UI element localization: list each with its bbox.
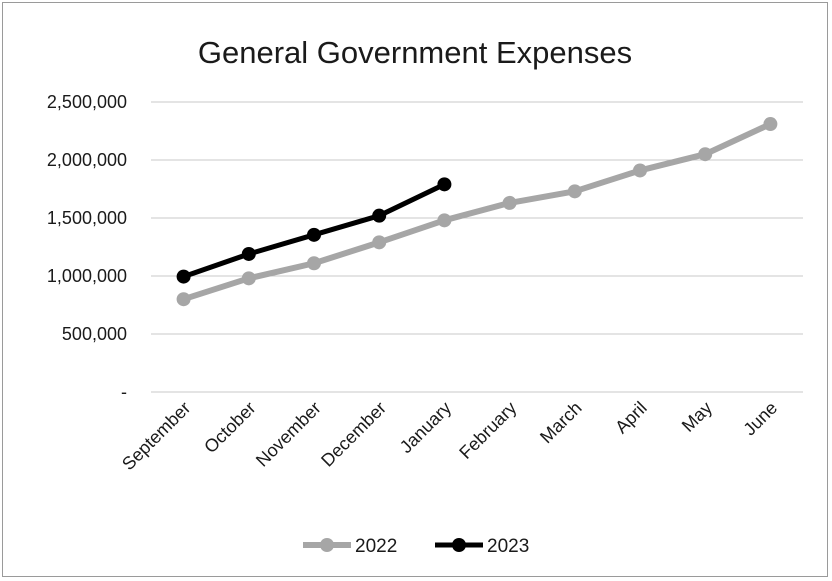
y-tick-label: -	[121, 382, 127, 402]
legend-swatch-marker	[320, 538, 334, 552]
x-tick-label: June	[739, 398, 781, 440]
y-tick-label: 2,500,000	[47, 92, 127, 112]
x-tick-label: April	[611, 398, 651, 438]
data-point	[633, 163, 647, 178]
data-point	[307, 227, 321, 242]
data-point	[763, 117, 778, 132]
x-tick-label: October	[200, 398, 259, 457]
series-lines	[176, 117, 778, 307]
x-tick-label: January	[396, 398, 455, 457]
x-tick-label: November	[252, 398, 325, 471]
legend-item: 2022	[303, 536, 397, 557]
y-tick-label: 2,000,000	[47, 150, 127, 170]
y-tick-label: 500,000	[62, 324, 127, 344]
data-point	[502, 195, 517, 210]
legend: 2022 2023	[303, 536, 529, 557]
data-point	[372, 208, 387, 223]
data-point	[698, 147, 713, 162]
data-point	[241, 246, 256, 261]
legend-label: 2022	[355, 536, 397, 557]
legend-item: 2023	[435, 536, 529, 557]
y-axis-tick-labels: - 500,000 1,000,000 1,500,000 2,000,000 2,500…	[47, 92, 127, 402]
data-point	[372, 235, 387, 250]
data-point	[176, 269, 191, 284]
x-tick-label: February	[455, 398, 520, 463]
chart-title: General Government Expenses	[198, 35, 632, 70]
series-2022	[176, 117, 778, 307]
y-tick-label: 1,000,000	[47, 266, 127, 286]
series-line	[180, 121, 774, 303]
line-chart: General Government Expenses - 500,000 1,00…	[47, 35, 803, 557]
data-point	[567, 184, 582, 199]
data-point	[307, 256, 321, 271]
data-point	[241, 271, 256, 286]
y-tick-label: 1,500,000	[47, 208, 127, 228]
x-tick-label: March	[536, 398, 586, 448]
data-point	[437, 213, 452, 228]
x-tick-label: May	[678, 398, 716, 436]
legend-swatch-marker	[452, 538, 466, 552]
data-point	[176, 292, 191, 307]
legend-label: 2023	[487, 536, 529, 557]
data-point	[437, 177, 452, 192]
series-2023	[176, 177, 452, 284]
x-tick-label: September	[118, 398, 194, 474]
x-tick-label: December	[317, 398, 390, 471]
